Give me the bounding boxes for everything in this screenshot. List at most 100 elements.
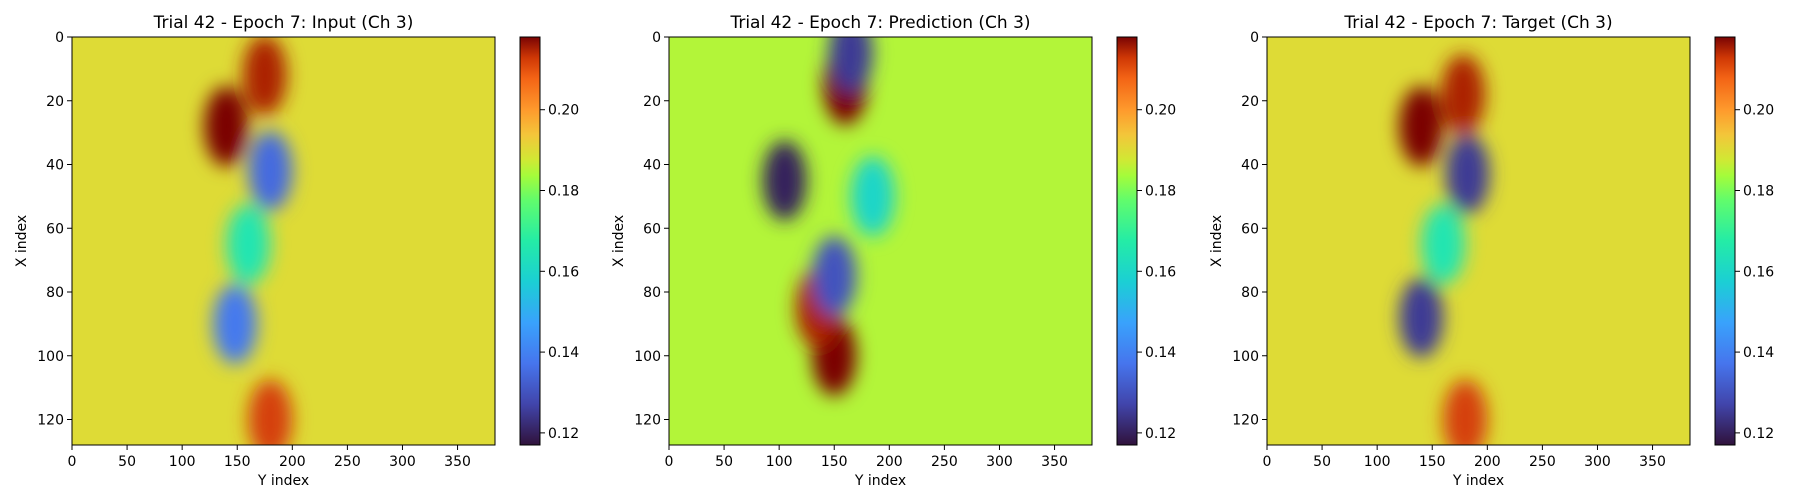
axes-frame [668, 36, 1093, 446]
colorbar-gradient [1714, 36, 1736, 446]
x-tick-label: 0 [68, 454, 77, 470]
heatmap-feature [226, 204, 271, 285]
colorbar-tick-label: 0.18 [1743, 184, 1774, 200]
heatmap-feature [1441, 54, 1486, 135]
x-tick-label: 100 [766, 454, 793, 470]
y-tick-label: 0 [1250, 30, 1259, 46]
y-tick-label: 40 [1241, 158, 1259, 174]
colorbar: 0.12 0.14 0.16 0.18 0.20 [519, 36, 579, 446]
y-tick-label: 120 [37, 413, 64, 429]
y-tick-label: 20 [46, 94, 64, 110]
heatmap-features [204, 37, 293, 445]
y-tick-label: 60 [46, 221, 64, 237]
panel-2: 0 50 100 150 200 250 300 350 0 20 40 60 80 100 120 Tria… [611, 13, 1176, 489]
x-tick-label: 250 [1529, 454, 1556, 470]
heatmap-feature [812, 236, 857, 317]
panel-1: 0 50 100 150 200 250 300 350 0 20 40 60 80 100 120 Tria… [14, 13, 579, 489]
y-tick-label: 80 [46, 285, 64, 301]
heatmap-feature [1445, 134, 1490, 215]
x-tick-label: 50 [118, 454, 136, 470]
y-tick-label: 20 [643, 94, 661, 110]
colorbar-gradient [1116, 36, 1138, 446]
x-tick-label: 150 [821, 454, 848, 470]
y-tick-label: 100 [634, 349, 661, 365]
heatmap-feature [242, 37, 287, 116]
heatmap-field [1267, 37, 1690, 445]
heatmap-background [669, 37, 1092, 445]
heatmap-feature [204, 86, 249, 167]
x-tick-label: 250 [334, 454, 361, 470]
heatmap-field [669, 37, 1092, 445]
colorbar-tick-label: 0.20 [1145, 103, 1176, 119]
y-tick-label: 0 [55, 30, 64, 46]
colorbar-tick-label: 0.12 [548, 426, 579, 442]
colorbar-tick-label: 0.12 [1743, 426, 1774, 442]
x-tick-label: 300 [1584, 454, 1611, 470]
y-axis-label: X index [1209, 215, 1225, 267]
x-tick-label: 350 [1639, 454, 1666, 470]
heatmap-feature [828, 37, 873, 93]
heatmap-feature [1421, 204, 1466, 285]
x-tick-label: 200 [876, 454, 903, 470]
x-axis-label: Y index [854, 473, 906, 489]
panel-title: Trial 42 - Epoch 7: Target (Ch 3) [1343, 13, 1612, 33]
y-tick-label: 40 [46, 158, 64, 174]
heatmap-feature [1399, 86, 1444, 167]
x-tick-label: 350 [444, 454, 471, 470]
x-tick-label: 250 [931, 454, 958, 470]
x-tick-label: 100 [169, 454, 196, 470]
colorbar-tick-label: 0.16 [1743, 264, 1774, 280]
x-tick-label: 200 [279, 454, 306, 470]
x-tick-label: 350 [1041, 454, 1068, 470]
x-tick-label: 50 [1313, 454, 1331, 470]
y-tick-label: 60 [1241, 221, 1259, 237]
heatmap-field [72, 37, 495, 445]
x-tick-label: 0 [1263, 454, 1272, 470]
y-tick-label: 60 [643, 221, 661, 237]
axes-frame [1266, 36, 1691, 446]
colorbar-tick-label: 0.16 [548, 264, 579, 280]
colorbar-tick-label: 0.18 [1145, 184, 1176, 200]
heatmap-feature [213, 283, 258, 364]
heatmap-features [762, 37, 895, 396]
heatmap-feature [248, 130, 293, 211]
panel-title: Trial 42 - Epoch 7: Input (Ch 3) [153, 13, 414, 33]
heatmap-features [1399, 54, 1490, 445]
y-tick-label: 100 [1232, 349, 1259, 365]
colorbar-tick-label: 0.14 [548, 345, 579, 361]
panel-3: 0 50 100 150 200 250 300 350 0 20 40 60 80 100 120 Tria… [1209, 13, 1774, 489]
y-tick-label: 40 [643, 158, 661, 174]
colorbar-tick-label: 0.12 [1145, 426, 1176, 442]
x-axis-label: Y index [257, 473, 309, 489]
heatmap-feature [1399, 277, 1444, 358]
colorbar-tick-label: 0.14 [1145, 345, 1176, 361]
y-tick-label: 120 [634, 413, 661, 429]
x-tick-label: 150 [1419, 454, 1446, 470]
x-tick-label: 150 [224, 454, 251, 470]
y-axis-label: X index [611, 215, 627, 267]
heatmap-background [72, 37, 495, 445]
heatmap-feature [850, 156, 895, 237]
heatmap-feature [1443, 379, 1488, 445]
x-tick-label: 200 [1474, 454, 1501, 470]
x-axis-label: Y index [1452, 473, 1504, 489]
colorbar: 0.12 0.14 0.16 0.18 0.20 [1714, 36, 1774, 446]
colorbar-tick-label: 0.18 [548, 184, 579, 200]
heatmap-feature [762, 140, 807, 221]
y-tick-label: 80 [1241, 285, 1259, 301]
x-tick-label: 300 [389, 454, 416, 470]
x-tick-label: 100 [1364, 454, 1391, 470]
y-tick-label: 0 [652, 30, 661, 46]
colorbar-tick-label: 0.14 [1743, 345, 1774, 361]
colorbar-tick-label: 0.16 [1145, 264, 1176, 280]
y-tick-label: 120 [1232, 413, 1259, 429]
y-tick-label: 80 [643, 285, 661, 301]
panel-title: Trial 42 - Epoch 7: Prediction (Ch 3) [729, 13, 1030, 33]
colorbar-gradient [519, 36, 541, 446]
heatmap-feature [248, 379, 293, 445]
colorbar-tick-label: 0.20 [1743, 103, 1774, 119]
x-tick-label: 50 [715, 454, 733, 470]
colorbar: 0.12 0.14 0.16 0.18 0.20 [1116, 36, 1176, 446]
x-tick-label: 0 [665, 454, 674, 470]
